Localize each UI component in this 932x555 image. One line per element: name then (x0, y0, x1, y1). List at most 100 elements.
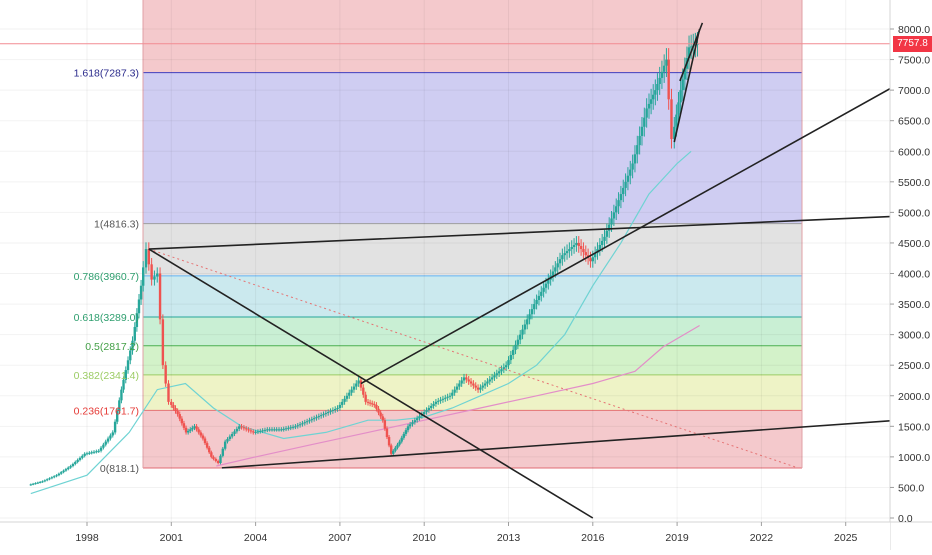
candle-body (78, 457, 82, 460)
candle-body (249, 430, 253, 432)
candle-body (261, 430, 264, 432)
candle-body (394, 447, 397, 451)
candle-body (511, 349, 515, 355)
candle-body (282, 428, 285, 430)
trendlines[interactable] (0, 22, 932, 519)
candle-body (270, 429, 274, 431)
candle-body (144, 249, 148, 268)
candle-body (189, 429, 192, 431)
candle-body (208, 447, 211, 453)
fib-level-label: 0.5(2817.2) (85, 341, 139, 353)
candle-body (381, 416, 384, 421)
y-tick-label: 7000.0 (898, 85, 930, 97)
candle-body (31, 483, 35, 485)
candle-body (432, 403, 435, 406)
candle-body (493, 375, 496, 378)
moving-average-line (30, 150, 692, 495)
moving-averages (30, 150, 700, 495)
candle-body (97, 450, 100, 452)
candle-body (679, 90, 682, 103)
candle-body (176, 411, 179, 415)
candle-body (131, 340, 134, 351)
candle-body (214, 458, 217, 461)
candle-body (308, 420, 311, 422)
candle-body (334, 408, 337, 411)
candle-body (197, 429, 200, 433)
candle-body (178, 414, 181, 419)
candle-body (683, 68, 687, 80)
candle-body (324, 413, 328, 415)
candle-body (186, 430, 190, 433)
candle-body (497, 371, 501, 374)
candle-body (142, 267, 145, 286)
candle-body (67, 467, 70, 470)
candle-body (607, 224, 611, 231)
candle-body (631, 163, 634, 170)
candle-body (247, 429, 250, 431)
last-price-badge: 7757.8 (893, 36, 932, 52)
candle-body (74, 461, 77, 465)
candle-body (626, 175, 630, 182)
y-tick-label: 4000.0 (898, 269, 930, 281)
fib-level-label: 0(818.1) (100, 463, 139, 475)
candle-body (408, 424, 412, 427)
candle-body (427, 407, 431, 411)
candle-body (507, 360, 510, 366)
candle-body (486, 381, 489, 384)
candle-body (561, 255, 564, 260)
candle-body (660, 71, 664, 78)
candle-body (129, 350, 132, 361)
candle-body (238, 426, 241, 429)
candle-body (64, 469, 68, 471)
candle-body (572, 244, 576, 248)
candle-body (57, 473, 61, 476)
candle-body (665, 59, 668, 66)
candle-body (164, 365, 167, 384)
trendline (360, 64, 932, 385)
candle-body (523, 324, 527, 330)
fib-level-label: 1.618(7287.3) (74, 68, 139, 80)
candle-body (41, 481, 44, 483)
candle-body (156, 273, 159, 277)
x-tick-label: 2025 (834, 532, 858, 544)
fib-band (143, 410, 802, 468)
candle-body (658, 77, 661, 85)
x-tick-label: 1998 (75, 532, 99, 544)
candle-body (343, 398, 346, 402)
y-tick-label: 1500.0 (898, 421, 930, 433)
candle-body (298, 424, 302, 426)
candle-body (519, 334, 522, 340)
candle-body (633, 154, 637, 164)
x-tick-label: 2001 (160, 532, 184, 544)
trendline (673, 28, 701, 143)
y-tick-label: 8000.0 (898, 24, 930, 36)
candle-body (45, 479, 49, 481)
fibonacci-retracement[interactable] (142, 0, 803, 469)
candle-body (689, 46, 693, 48)
candle-body (245, 428, 248, 430)
candle-body (415, 418, 419, 421)
candle-body (373, 404, 376, 406)
price-axis (890, 0, 932, 550)
candle-body (377, 408, 380, 413)
candlestick-series (29, 31, 699, 486)
fib-level-label: 1(4816.3) (94, 219, 139, 231)
candle-body (542, 287, 545, 292)
candle-body (504, 365, 508, 368)
candle-body (605, 230, 609, 237)
candle-body (423, 412, 426, 415)
candle-body (551, 271, 555, 276)
candle-body (379, 412, 382, 417)
candle-body (62, 470, 65, 473)
fib-level-label: 0.786(3960.7) (74, 271, 139, 283)
candle-body (624, 181, 627, 188)
candle-body (48, 478, 51, 480)
candle-body (289, 427, 292, 429)
candle-body (158, 273, 162, 320)
candle-body (212, 456, 215, 459)
candle-body (303, 422, 306, 424)
candle-body (312, 418, 316, 420)
candle-body (446, 396, 449, 398)
